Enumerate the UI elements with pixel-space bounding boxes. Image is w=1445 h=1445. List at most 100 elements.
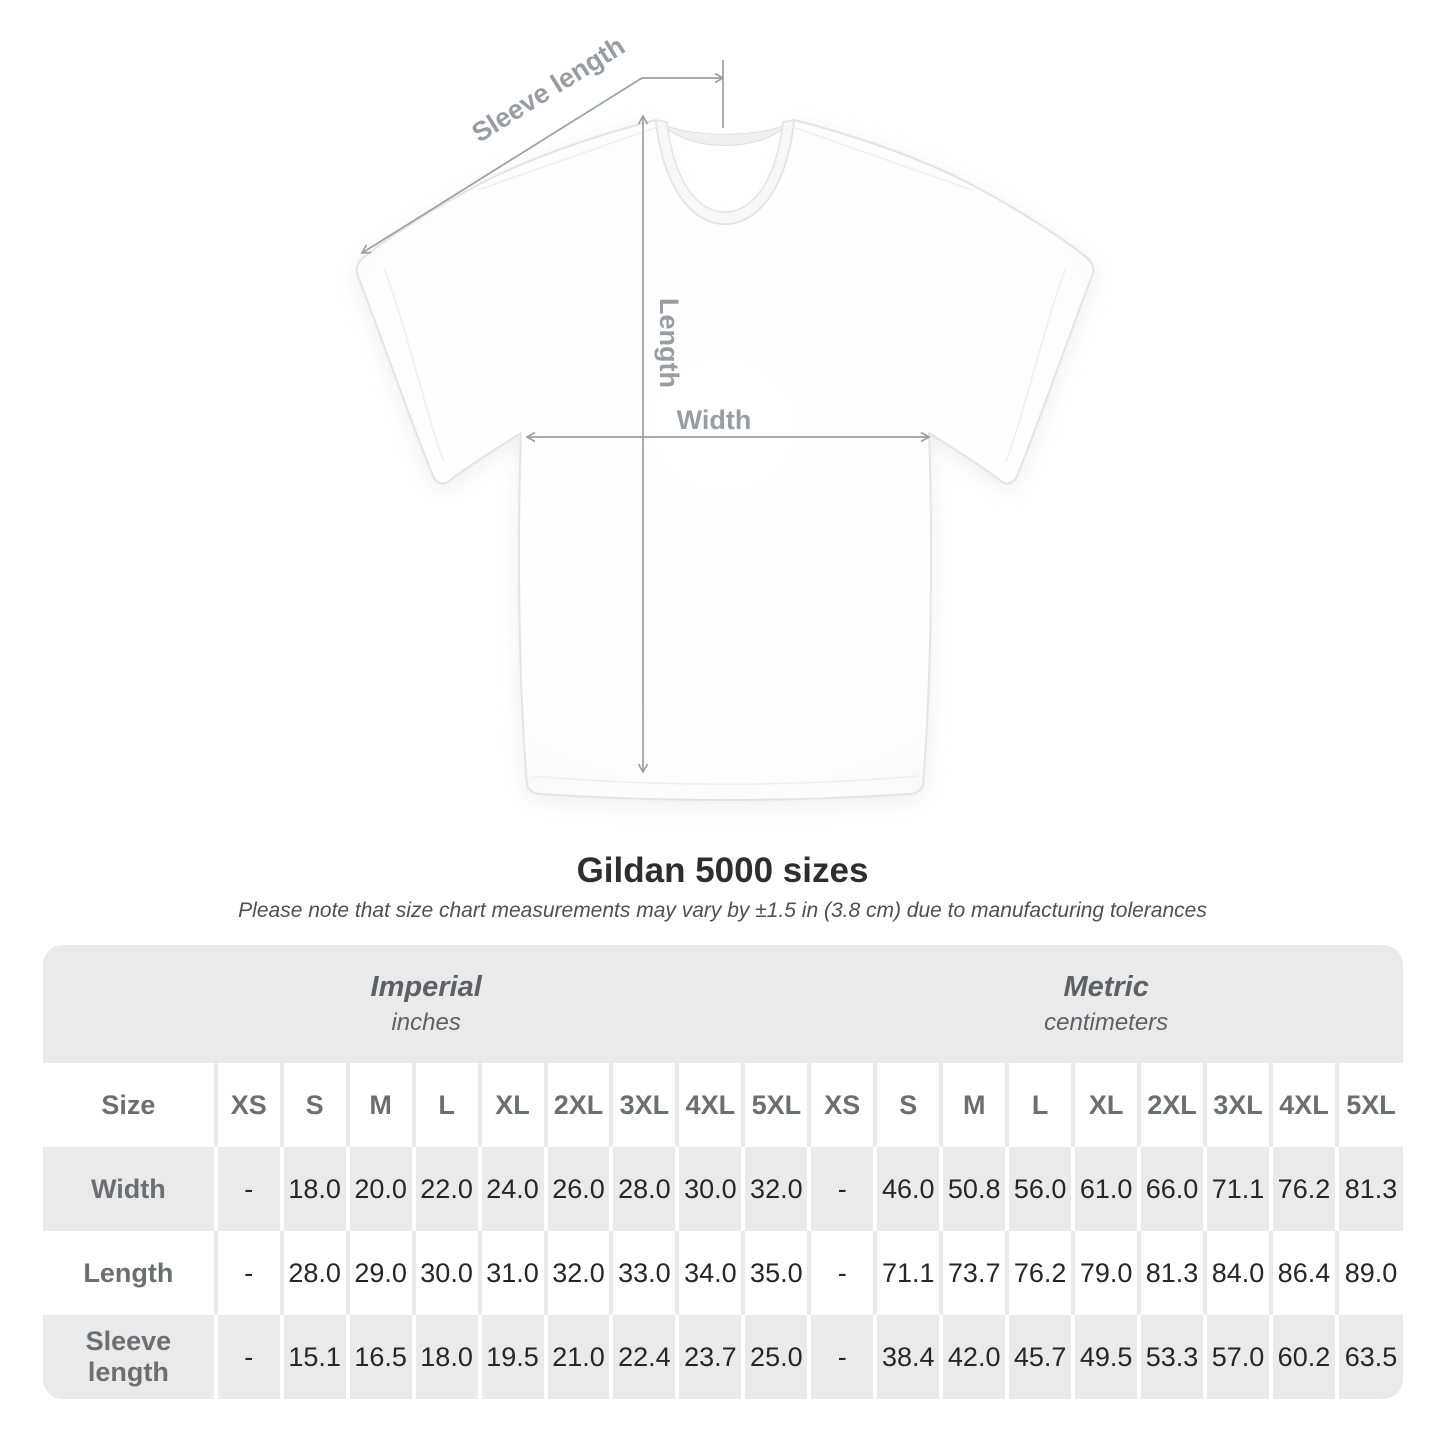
value-cell: 24.0 bbox=[477, 1147, 546, 1231]
measurement-row: Length -28.0 29.0 30.0 31.0 32.0 33.0 34.0 35.0-… bbox=[43, 1231, 1403, 1315]
collar-back bbox=[660, 122, 790, 146]
size-col-header: L bbox=[1005, 1063, 1074, 1147]
metric-band-cell: Metric centimeters bbox=[809, 945, 1403, 1063]
value-cell: 25.0 bbox=[741, 1315, 810, 1399]
value-cell: 18.0 bbox=[279, 1147, 348, 1231]
value-cell: 61.0 bbox=[1071, 1147, 1140, 1231]
value-cell: 30.0 bbox=[411, 1231, 480, 1315]
value-cell: 76.2 bbox=[1268, 1147, 1337, 1231]
value-cell: 21.0 bbox=[543, 1315, 612, 1399]
size-col-header: 5XL bbox=[741, 1063, 810, 1147]
imperial-label: Imperial bbox=[370, 971, 482, 1003]
value-cell: 30.0 bbox=[675, 1147, 744, 1231]
size-col-header: 5XL bbox=[1334, 1063, 1403, 1147]
width-label: Width bbox=[677, 405, 752, 435]
value-cell: 38.4 bbox=[873, 1315, 942, 1399]
measurement-row: Sleeve length -15.1 16.5 18.0 19.5 21.0 22.4 23… bbox=[43, 1315, 1403, 1399]
size-col-header: M bbox=[939, 1063, 1008, 1147]
tshirt-illustration bbox=[355, 119, 1095, 801]
size-col-header: 4XL bbox=[1268, 1063, 1337, 1147]
size-table-card: Imperial inches Metric centimeters Size … bbox=[43, 945, 1403, 1399]
size-col-header: 2XL bbox=[543, 1063, 612, 1147]
size-col-header: XS bbox=[213, 1063, 282, 1147]
measurement-row: Width -18.0 20.0 22.0 24.0 26.0 28.0 30.0 32.0-4… bbox=[43, 1147, 1403, 1231]
row-label: Length bbox=[43, 1231, 216, 1315]
value-cell: - bbox=[213, 1231, 282, 1315]
value-cell: - bbox=[807, 1231, 876, 1315]
value-cell: 57.0 bbox=[1203, 1315, 1271, 1399]
size-col-header: S bbox=[279, 1063, 348, 1147]
sleeve-length-arrow bbox=[360, 72, 725, 254]
value-cell: 84.0 bbox=[1203, 1231, 1271, 1315]
value-cell: 22.4 bbox=[609, 1315, 678, 1399]
value-cell: 63.5 bbox=[1334, 1315, 1403, 1399]
metric-label: Metric bbox=[1063, 971, 1149, 1003]
value-cell: 22.0 bbox=[411, 1147, 480, 1231]
value-cell: 32.0 bbox=[543, 1231, 612, 1315]
sleeve-length-label: Sleeve length bbox=[466, 31, 630, 149]
value-cell: 60.2 bbox=[1268, 1315, 1337, 1399]
imperial-band-cell: Imperial inches bbox=[43, 945, 810, 1063]
value-cell: 35.0 bbox=[741, 1231, 810, 1315]
size-table: Imperial inches Metric centimeters Size … bbox=[43, 945, 1403, 1399]
size-header-cell: Size bbox=[43, 1063, 216, 1147]
value-cell: 46.0 bbox=[873, 1147, 942, 1231]
size-col-header: XL bbox=[1071, 1063, 1140, 1147]
value-cell: 42.0 bbox=[939, 1315, 1008, 1399]
value-cell: 81.3 bbox=[1334, 1147, 1403, 1231]
units-band-row: Imperial inches Metric centimeters bbox=[43, 945, 1403, 1063]
value-cell: 20.0 bbox=[345, 1147, 414, 1231]
value-cell: 53.3 bbox=[1137, 1315, 1206, 1399]
value-cell: 71.1 bbox=[1203, 1147, 1271, 1231]
tshirt-body bbox=[355, 119, 1095, 801]
value-cell: - bbox=[213, 1315, 282, 1399]
size-col-header: 3XL bbox=[1203, 1063, 1271, 1147]
value-cell: 71.1 bbox=[873, 1231, 942, 1315]
metric-sublabel: centimeters bbox=[1044, 1009, 1169, 1036]
value-cell: 49.5 bbox=[1071, 1315, 1140, 1399]
value-cell: 28.0 bbox=[609, 1147, 678, 1231]
value-cell: 32.0 bbox=[741, 1147, 810, 1231]
value-cell: - bbox=[807, 1147, 876, 1231]
imperial-sublabel: inches bbox=[391, 1009, 461, 1036]
tolerance-note: Please note that size chart measurements… bbox=[238, 899, 1207, 922]
size-col-header: M bbox=[345, 1063, 414, 1147]
size-col-header: XS bbox=[807, 1063, 876, 1147]
row-label: Width bbox=[43, 1147, 216, 1231]
value-cell: 89.0 bbox=[1334, 1231, 1403, 1315]
page-title: Gildan 5000 sizes bbox=[576, 851, 869, 890]
value-cell: 73.7 bbox=[939, 1231, 1008, 1315]
value-cell: 76.2 bbox=[1005, 1231, 1074, 1315]
value-cell: 31.0 bbox=[477, 1231, 546, 1315]
value-cell: 66.0 bbox=[1137, 1147, 1206, 1231]
value-cell: 26.0 bbox=[543, 1147, 612, 1231]
value-cell: - bbox=[807, 1315, 876, 1399]
value-cell: 56.0 bbox=[1005, 1147, 1074, 1231]
size-col-header: L bbox=[411, 1063, 480, 1147]
value-cell: 34.0 bbox=[675, 1231, 744, 1315]
tshirt-diagram: Sleeve length Length Width bbox=[355, 31, 1095, 801]
size-col-header: 2XL bbox=[1137, 1063, 1206, 1147]
row-label: Sleeve length bbox=[43, 1315, 216, 1399]
value-cell: 18.0 bbox=[411, 1315, 480, 1399]
value-cell: 29.0 bbox=[345, 1231, 414, 1315]
size-table-body: Imperial inches Metric centimeters Size … bbox=[43, 945, 1403, 1399]
value-cell: 16.5 bbox=[345, 1315, 414, 1399]
size-header-row: Size XS S M L XL 2XL 3XL 4XL 5XL XS S M L XL 2XL 3XL 4XL… bbox=[43, 1063, 1403, 1147]
size-col-header: 3XL bbox=[609, 1063, 678, 1147]
value-cell: 19.5 bbox=[477, 1315, 546, 1399]
value-cell: 23.7 bbox=[675, 1315, 744, 1399]
size-col-header: XL bbox=[477, 1063, 546, 1147]
value-cell: 86.4 bbox=[1268, 1231, 1337, 1315]
size-col-header: 4XL bbox=[675, 1063, 744, 1147]
value-cell: - bbox=[213, 1147, 282, 1231]
value-cell: 33.0 bbox=[609, 1231, 678, 1315]
value-cell: 15.1 bbox=[279, 1315, 348, 1399]
value-cell: 79.0 bbox=[1071, 1231, 1140, 1315]
value-cell: 50.8 bbox=[939, 1147, 1008, 1231]
value-cell: 45.7 bbox=[1005, 1315, 1074, 1399]
size-col-header: S bbox=[873, 1063, 942, 1147]
value-cell: 81.3 bbox=[1137, 1231, 1206, 1315]
length-label: Length bbox=[654, 298, 684, 388]
